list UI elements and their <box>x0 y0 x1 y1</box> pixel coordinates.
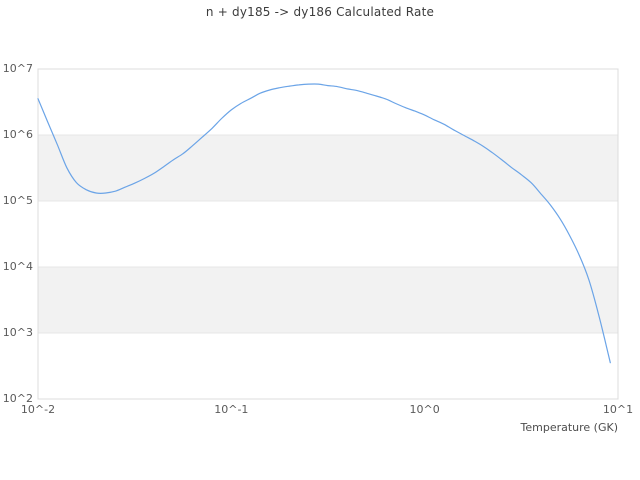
grid-band <box>38 135 618 201</box>
rate-curve <box>37 83 611 364</box>
y-tick-label: 10^6 <box>2 128 33 141</box>
y-tick-label: 10^4 <box>2 260 33 273</box>
x-tick-label: 10^0 <box>409 403 440 416</box>
y-tick-label: 10^7 <box>2 62 33 75</box>
chart-title: n + dy185 -> dy186 Calculated Rate <box>205 5 435 19</box>
x-tick-label: 10^1 <box>602 403 634 416</box>
x-axis-label: Temperature (GK) <box>520 421 619 434</box>
y-tick-label: 10^5 <box>2 194 33 207</box>
y-tick-label: 10^2 <box>2 392 33 405</box>
y-tick-label: 10^3 <box>2 326 33 339</box>
x-tick-label: 10^-1 <box>214 403 249 416</box>
plot-frame <box>37 68 619 400</box>
x-tick-label: 10^-2 <box>20 403 56 416</box>
grid-band <box>38 267 618 333</box>
